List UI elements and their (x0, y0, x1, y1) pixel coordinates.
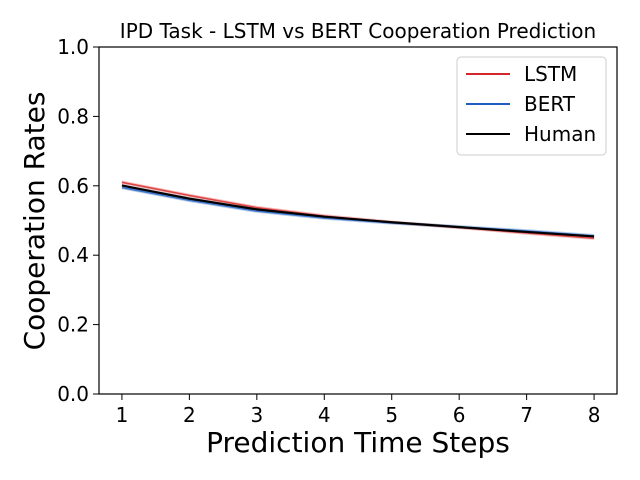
legend: LSTM BERT Human (456, 56, 607, 156)
y-tick-label: 0.0 (57, 382, 89, 406)
legend-label-lstm: LSTM (524, 62, 577, 86)
x-tick-label: 3 (250, 403, 263, 427)
legend-label-human: Human (524, 122, 596, 146)
plot-area: 1 2 3 4 5 6 7 8 0.0 0.2 0.4 0.6 0.8 1.0 (57, 35, 618, 427)
y-tick-label: 0.6 (57, 174, 89, 198)
x-tick-label: 2 (183, 403, 196, 427)
legend-box (456, 56, 607, 156)
x-tick-label: 7 (520, 403, 533, 427)
x-tick-label: 1 (116, 403, 129, 427)
y-tick-label: 0.4 (57, 243, 89, 267)
y-tick-label: 0.8 (57, 104, 89, 128)
x-tick-label: 6 (453, 403, 466, 427)
series-band-bert (121, 185, 595, 238)
y-tick-label: 1.0 (57, 35, 89, 59)
axes-frame (98, 46, 618, 395)
y-axis-label: Cooperation Rates (18, 92, 51, 351)
y-tick-label: 0.2 (57, 313, 89, 337)
legend-label-bert: BERT (524, 92, 576, 116)
x-tick-label: 5 (385, 403, 398, 427)
series-line-human (121, 184, 595, 238)
chart-title: IPD Task - LSTM vs BERT Cooperation Pred… (120, 19, 596, 43)
x-tick-label: 4 (318, 403, 331, 427)
x-axis-label: Prediction Time Steps (206, 426, 510, 459)
x-tick-label: 8 (588, 403, 601, 427)
